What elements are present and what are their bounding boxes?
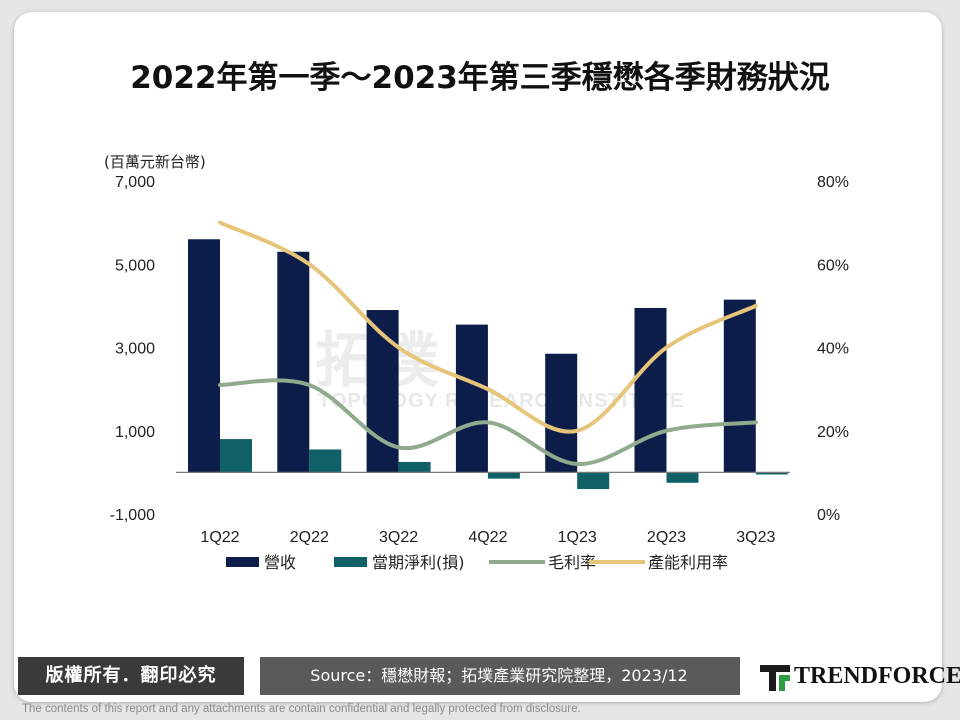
page-title: 2022年第一季～2023年第三季穩懋各季財務狀況 xyxy=(130,60,830,96)
x-tick-label: 1Q23 xyxy=(558,529,597,546)
legend-label: 毛利率 xyxy=(548,553,596,572)
y-right-tick-label: 60% xyxy=(817,257,849,274)
bar-revenue xyxy=(545,353,578,473)
legend-label: 營收 xyxy=(264,553,296,572)
logo-mark-icon xyxy=(760,665,790,691)
x-tick-label: 4Q22 xyxy=(468,529,507,546)
x-tick-label: 3Q22 xyxy=(379,529,418,546)
watermark-subtext: TOPOLOGY RESEARCH INSTITUTE xyxy=(318,390,685,412)
x-tick-label: 1Q22 xyxy=(200,529,239,546)
bar-net-income xyxy=(309,449,342,473)
logo-text: TRENDFORCE xyxy=(794,663,960,689)
bar-net-income xyxy=(577,472,610,490)
y-right-tick-label: 40% xyxy=(817,341,849,358)
bar-net-income xyxy=(398,461,431,473)
bar-revenue xyxy=(634,307,667,473)
y-left-tick-label: 1,000 xyxy=(115,424,155,441)
legend-label: 當期淨利(損) xyxy=(372,553,465,572)
line-gross-margin xyxy=(218,378,758,467)
trendforce-logo: TRENDFORCE xyxy=(760,663,960,693)
y-axis-unit-label: (百萬元新台幣) xyxy=(104,153,206,171)
x-tick-label: 2Q23 xyxy=(647,529,686,546)
source-text: Source：穩懋財報；拓墣產業研究院整理，2023/12 xyxy=(310,666,688,685)
disclaimer-text: The contents of this report and any atta… xyxy=(22,703,581,715)
y-left-tick-label: 7,000 xyxy=(115,174,155,191)
x-tick-label: 2Q22 xyxy=(290,529,329,546)
x-tick-label: 3Q23 xyxy=(736,529,775,546)
y-right-tick-label: 0% xyxy=(817,507,840,524)
bar-revenue xyxy=(277,251,310,473)
copyright-label: 版權所有．翻印必究 xyxy=(18,657,244,695)
line-utilization xyxy=(218,220,758,434)
bar-net-income xyxy=(666,472,699,483)
bar-revenue xyxy=(723,299,756,473)
y-right-tick-label: 80% xyxy=(817,174,849,191)
bar-revenue xyxy=(188,239,220,473)
y-left-tick-label: 3,000 xyxy=(115,341,155,358)
bar-net-income xyxy=(487,472,520,479)
legend-swatch xyxy=(334,557,367,567)
y-left-tick-label: 5,000 xyxy=(115,257,155,274)
y-right-tick-label: 20% xyxy=(817,424,849,441)
legend-label: 產能利用率 xyxy=(648,553,728,572)
bar-net-income xyxy=(755,472,788,475)
bar-revenue xyxy=(455,324,488,473)
bar-net-income xyxy=(220,439,252,473)
source-background xyxy=(260,657,740,695)
legend-swatch xyxy=(226,557,259,567)
y-left-tick-label: -1,000 xyxy=(110,507,155,524)
